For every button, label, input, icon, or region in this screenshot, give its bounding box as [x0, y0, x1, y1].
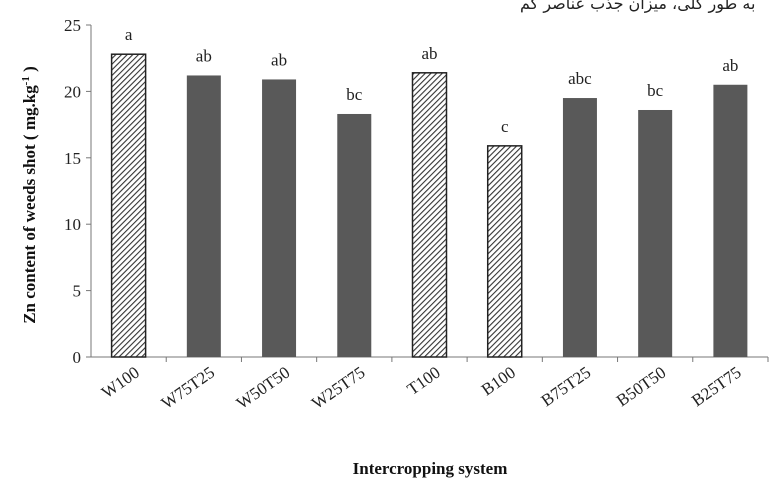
y-tick-label: 5	[73, 282, 82, 301]
x-tick-label: B25T75	[688, 363, 745, 411]
significance-label: ab	[722, 56, 738, 75]
bar-w100	[110, 53, 147, 358]
y-tick-label: 20	[64, 82, 81, 101]
header-text: بە طور کلی، میزان جذب عناصر کم	[520, 0, 756, 13]
significance-label: ab	[271, 50, 287, 69]
x-tick-label: W75T25	[158, 363, 218, 413]
x-tick-label: W50T50	[233, 363, 293, 413]
bar-b25t75	[713, 84, 748, 357]
y-tick-label: 25	[64, 16, 81, 35]
bar-t100	[411, 72, 448, 358]
significance-label: c	[501, 117, 509, 136]
bar-b75t25	[562, 98, 597, 357]
y-tick-label: 10	[64, 215, 81, 234]
y-axis-title-main: Zn content of weeds shot ( mg.kg	[20, 85, 39, 324]
y-axis-title-sup: -1	[20, 76, 32, 85]
significance-label: ab	[196, 46, 212, 65]
significance-label: a	[125, 25, 133, 44]
x-tick-label: W25T75	[308, 363, 368, 413]
bar-w25t75	[337, 113, 372, 357]
significance-label: bc	[647, 81, 664, 100]
significance-label: bc	[346, 85, 363, 104]
y-axis-title: Zn content of weeds shot ( mg.kg-1 )	[20, 66, 39, 324]
bar-w50t50	[262, 79, 297, 357]
y-axis-title-end: )	[20, 66, 39, 76]
x-tick-label: T100	[403, 363, 443, 399]
significance-label: abc	[568, 69, 592, 88]
bar-w75t25	[186, 75, 221, 358]
bar-b50t50	[638, 109, 673, 357]
x-tick-label: W100	[98, 363, 143, 402]
y-tick-label: 0	[73, 348, 82, 367]
x-axis-title: Intercropping system	[353, 459, 508, 478]
x-tick-label: B75T25	[538, 363, 595, 411]
y-tick-label: 15	[64, 149, 81, 168]
x-tick-label: B50T50	[613, 363, 670, 411]
bars	[110, 53, 748, 358]
bar-b100	[486, 145, 523, 358]
x-tick-label: B100	[478, 363, 519, 400]
significance-label: ab	[421, 44, 437, 63]
